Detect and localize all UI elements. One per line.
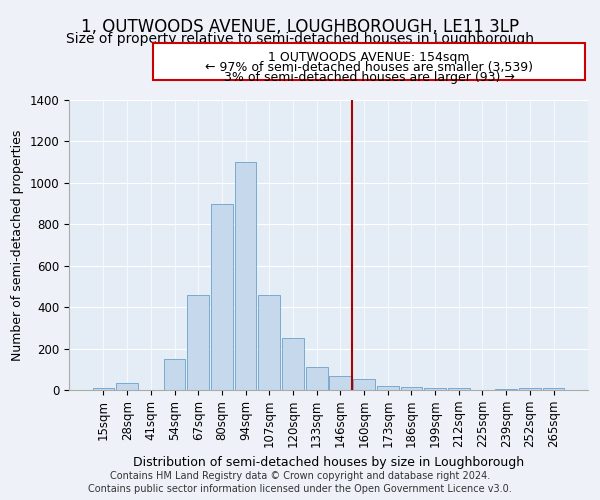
- Text: 1, OUTWOODS AVENUE, LOUGHBOROUGH, LE11 3LP: 1, OUTWOODS AVENUE, LOUGHBOROUGH, LE11 3…: [81, 18, 519, 36]
- Bar: [448, 388, 470, 390]
- Bar: [211, 204, 233, 390]
- Bar: [187, 294, 209, 390]
- Text: 1 OUTWOODS AVENUE: 154sqm: 1 OUTWOODS AVENUE: 154sqm: [268, 51, 470, 64]
- Text: Contains public sector information licensed under the Open Government Licence v3: Contains public sector information licen…: [88, 484, 512, 494]
- Text: ← 97% of semi-detached houses are smaller (3,539): ← 97% of semi-detached houses are smalle…: [205, 62, 533, 74]
- Bar: [542, 388, 565, 390]
- Bar: [282, 338, 304, 390]
- Bar: [164, 359, 185, 390]
- Text: Contains HM Land Registry data © Crown copyright and database right 2024.: Contains HM Land Registry data © Crown c…: [110, 471, 490, 481]
- X-axis label: Distribution of semi-detached houses by size in Loughborough: Distribution of semi-detached houses by …: [133, 456, 524, 468]
- Bar: [235, 162, 256, 390]
- Bar: [353, 378, 375, 390]
- Bar: [401, 387, 422, 390]
- Bar: [424, 388, 446, 390]
- Bar: [306, 367, 328, 390]
- Bar: [495, 389, 517, 390]
- Bar: [259, 294, 280, 390]
- Bar: [519, 388, 541, 390]
- Bar: [116, 383, 138, 390]
- Bar: [92, 388, 115, 390]
- Y-axis label: Number of semi-detached properties: Number of semi-detached properties: [11, 130, 24, 360]
- Text: 3% of semi-detached houses are larger (93) →: 3% of semi-detached houses are larger (9…: [224, 72, 514, 85]
- Text: Size of property relative to semi-detached houses in Loughborough: Size of property relative to semi-detach…: [66, 32, 534, 46]
- Bar: [377, 386, 398, 390]
- Bar: [329, 376, 351, 390]
